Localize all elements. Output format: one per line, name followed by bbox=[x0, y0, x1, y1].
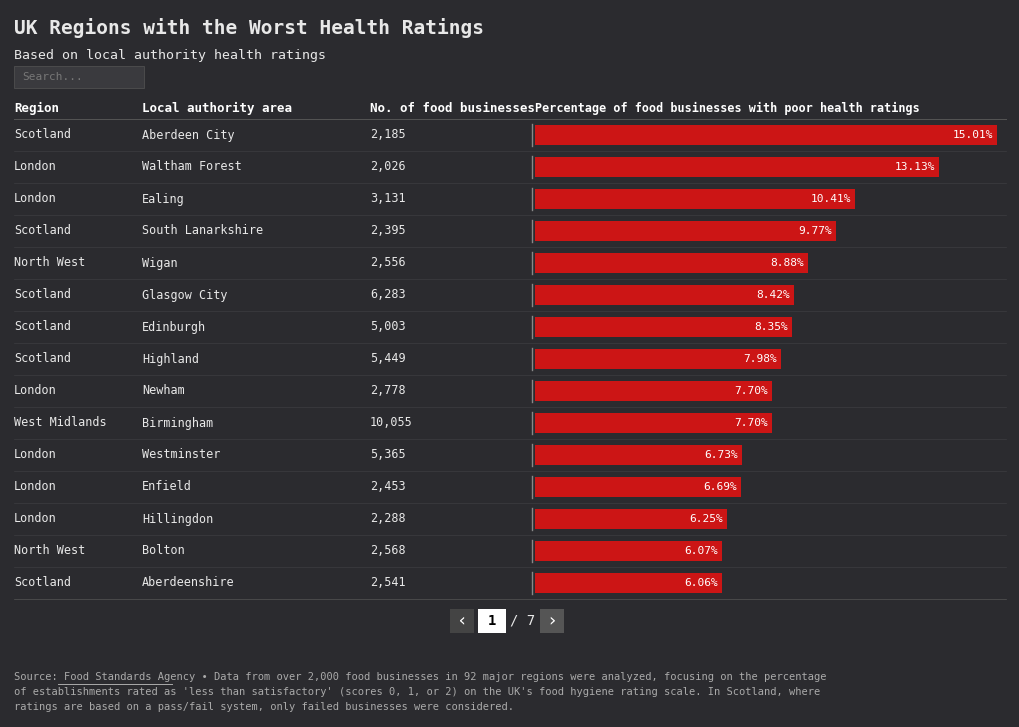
Text: 3,131: 3,131 bbox=[370, 193, 406, 206]
Text: Source: Food Standards Agency • Data from over 2,000 food businesses in 92 major: Source: Food Standards Agency • Data fro… bbox=[14, 672, 825, 682]
Text: 15.01%: 15.01% bbox=[952, 130, 993, 140]
Text: 7.98%: 7.98% bbox=[742, 354, 775, 364]
Text: 8.42%: 8.42% bbox=[756, 290, 790, 300]
Text: London: London bbox=[14, 161, 57, 174]
Bar bbox=[449, 609, 474, 633]
Text: 6.06%: 6.06% bbox=[683, 578, 716, 588]
Text: Hillingdon: Hillingdon bbox=[142, 513, 213, 526]
Text: No. of food businesses: No. of food businesses bbox=[370, 102, 535, 114]
Text: 5,003: 5,003 bbox=[370, 321, 406, 334]
Bar bbox=[535, 317, 791, 337]
Text: 2,288: 2,288 bbox=[370, 513, 406, 526]
Text: Bolton: Bolton bbox=[142, 545, 184, 558]
Text: 13.13%: 13.13% bbox=[894, 162, 934, 172]
Bar bbox=[535, 125, 996, 145]
Bar bbox=[535, 189, 855, 209]
Bar bbox=[535, 157, 938, 177]
Text: Newham: Newham bbox=[142, 385, 184, 398]
Text: London: London bbox=[14, 513, 57, 526]
Text: 2,568: 2,568 bbox=[370, 545, 406, 558]
Bar bbox=[535, 381, 771, 401]
Text: Birmingham: Birmingham bbox=[142, 417, 213, 430]
Text: 6.69%: 6.69% bbox=[702, 482, 736, 492]
Bar bbox=[535, 509, 727, 529]
Text: Edinburgh: Edinburgh bbox=[142, 321, 206, 334]
Bar bbox=[535, 253, 807, 273]
Text: 8.88%: 8.88% bbox=[769, 258, 804, 268]
Text: ratings are based on a pass/fail system, only failed businesses were considered.: ratings are based on a pass/fail system,… bbox=[14, 702, 514, 712]
Text: London: London bbox=[14, 481, 57, 494]
Text: 6.07%: 6.07% bbox=[684, 546, 717, 556]
Text: Local authority area: Local authority area bbox=[142, 102, 291, 115]
Bar bbox=[535, 541, 721, 561]
Text: Westminster: Westminster bbox=[142, 449, 220, 462]
Text: 10.41%: 10.41% bbox=[810, 194, 851, 204]
Bar bbox=[535, 285, 794, 305]
Text: ›: › bbox=[546, 612, 557, 630]
Text: London: London bbox=[14, 449, 57, 462]
Text: Scotland: Scotland bbox=[14, 577, 71, 590]
Text: 2,778: 2,778 bbox=[370, 385, 406, 398]
Text: Scotland: Scotland bbox=[14, 225, 71, 238]
Text: North West: North West bbox=[14, 257, 86, 270]
Text: 2,541: 2,541 bbox=[370, 577, 406, 590]
Text: 5,449: 5,449 bbox=[370, 353, 406, 366]
Bar bbox=[535, 413, 771, 433]
Text: Highland: Highland bbox=[142, 353, 199, 366]
Text: North West: North West bbox=[14, 545, 86, 558]
Text: 6,283: 6,283 bbox=[370, 289, 406, 302]
Bar bbox=[478, 609, 505, 633]
Text: London: London bbox=[14, 385, 57, 398]
Text: Wigan: Wigan bbox=[142, 257, 177, 270]
Text: 7.70%: 7.70% bbox=[734, 386, 767, 396]
Text: Aberdeen City: Aberdeen City bbox=[142, 129, 234, 142]
Text: Scotland: Scotland bbox=[14, 321, 71, 334]
Text: 9.77%: 9.77% bbox=[797, 226, 830, 236]
Text: 8.35%: 8.35% bbox=[753, 322, 788, 332]
Text: 5,365: 5,365 bbox=[370, 449, 406, 462]
Text: London: London bbox=[14, 193, 57, 206]
Text: Glasgow City: Glasgow City bbox=[142, 289, 227, 302]
Text: / 7: / 7 bbox=[510, 614, 535, 628]
Bar bbox=[14, 66, 144, 88]
Text: Percentage of food businesses with poor health ratings: Percentage of food businesses with poor … bbox=[535, 102, 919, 115]
Bar bbox=[535, 573, 720, 593]
Text: West Midlands: West Midlands bbox=[14, 417, 107, 430]
Text: Based on local authority health ratings: Based on local authority health ratings bbox=[14, 49, 326, 63]
Text: UK Regions with the Worst Health Ratings: UK Regions with the Worst Health Ratings bbox=[14, 18, 484, 38]
Text: Scotland: Scotland bbox=[14, 289, 71, 302]
Text: Region: Region bbox=[14, 102, 59, 115]
Bar bbox=[535, 221, 835, 241]
Text: 2,395: 2,395 bbox=[370, 225, 406, 238]
Text: 2,556: 2,556 bbox=[370, 257, 406, 270]
Text: Scotland: Scotland bbox=[14, 129, 71, 142]
Text: 10,055: 10,055 bbox=[370, 417, 413, 430]
Bar bbox=[535, 445, 742, 465]
Text: 1: 1 bbox=[487, 614, 495, 628]
Text: Ealing: Ealing bbox=[142, 193, 184, 206]
Text: South Lanarkshire: South Lanarkshire bbox=[142, 225, 263, 238]
Text: Enfield: Enfield bbox=[142, 481, 192, 494]
Bar bbox=[539, 609, 564, 633]
Text: ‹: ‹ bbox=[457, 612, 467, 630]
Text: Aberdeenshire: Aberdeenshire bbox=[142, 577, 234, 590]
Text: Waltham Forest: Waltham Forest bbox=[142, 161, 242, 174]
Text: 6.25%: 6.25% bbox=[689, 514, 722, 524]
Bar bbox=[535, 349, 780, 369]
Text: Search...: Search... bbox=[22, 72, 83, 82]
Text: 2,453: 2,453 bbox=[370, 481, 406, 494]
Bar bbox=[535, 477, 740, 497]
Text: 6.73%: 6.73% bbox=[704, 450, 738, 460]
Text: 7.70%: 7.70% bbox=[734, 418, 767, 428]
Text: 2,185: 2,185 bbox=[370, 129, 406, 142]
Text: of establishments rated as 'less than satisfactory' (scores 0, 1, or 2) on the U: of establishments rated as 'less than sa… bbox=[14, 687, 819, 697]
Text: 2,026: 2,026 bbox=[370, 161, 406, 174]
Text: Scotland: Scotland bbox=[14, 353, 71, 366]
